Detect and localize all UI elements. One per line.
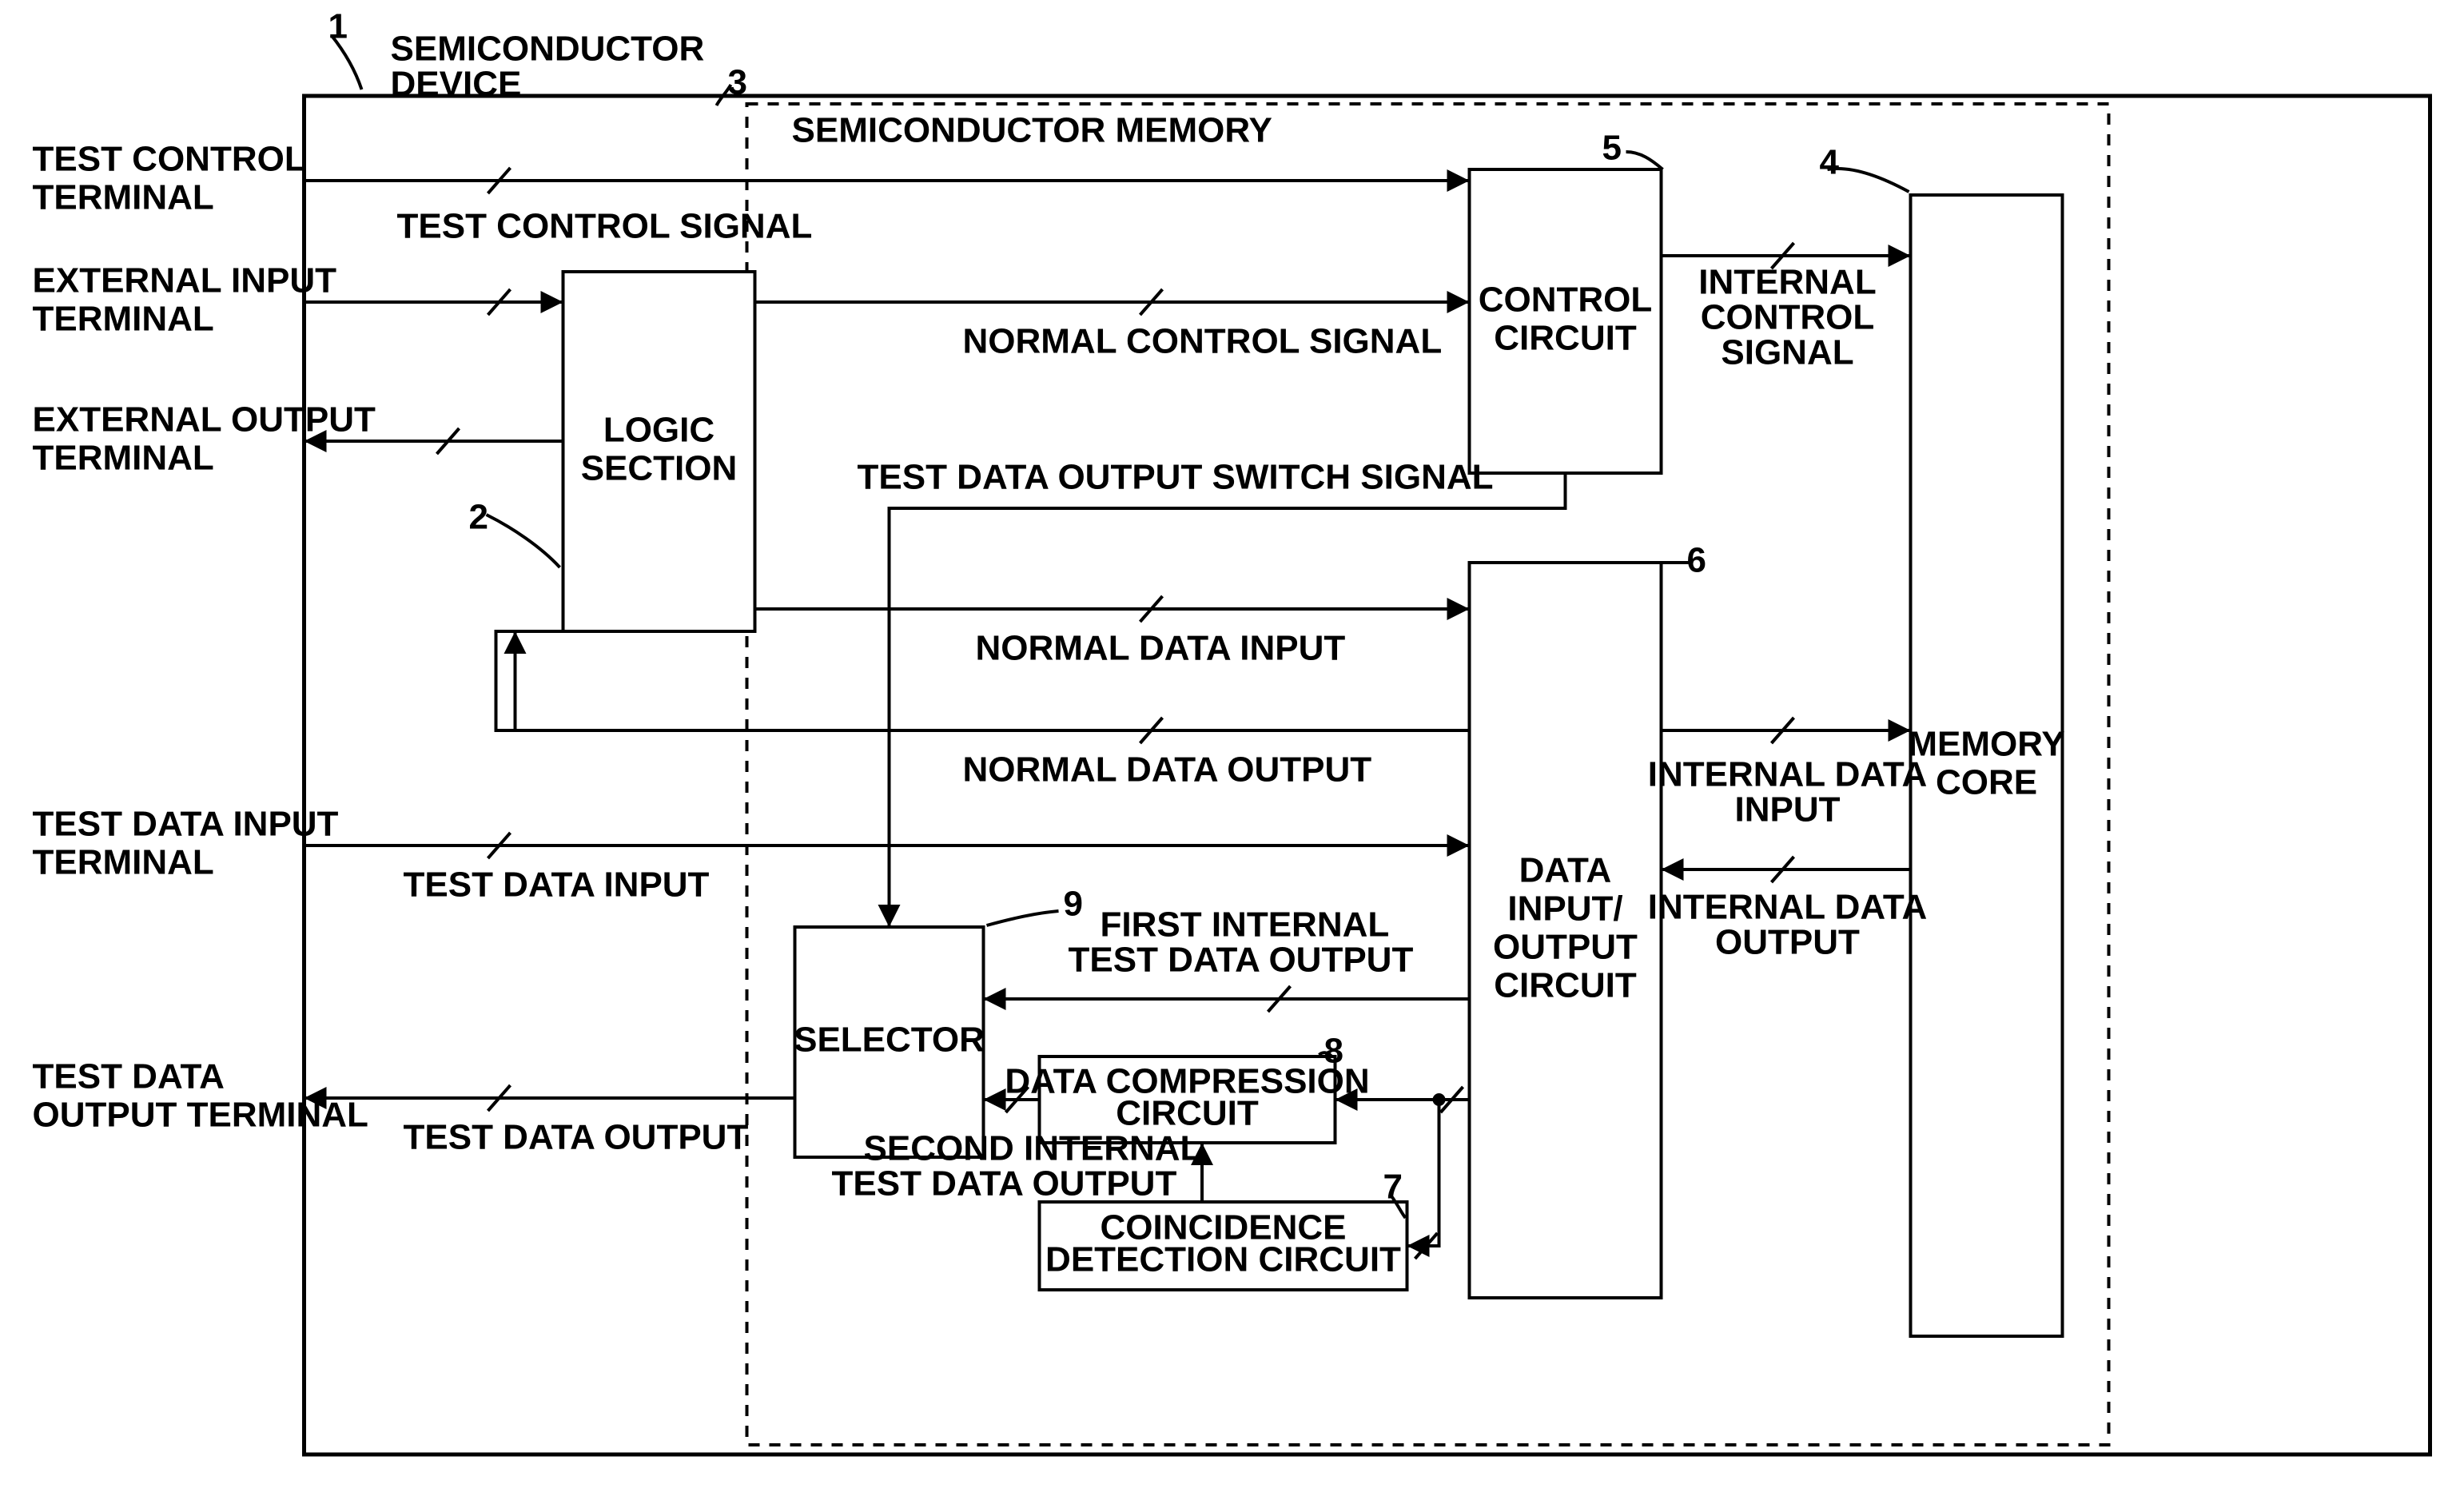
second-internal-tdo-label: TEST DATA OUTPUT	[832, 1164, 1177, 1204]
signal-wire	[1407, 1100, 1439, 1246]
ref-number: 4	[1820, 143, 1840, 182]
internal-data-input-label: INPUT	[1735, 790, 1841, 830]
normal-data-input-label: NORMAL DATA INPUT	[976, 629, 1346, 668]
data-io-circuit-label: DATA	[1519, 851, 1612, 890]
terminal-label: TERMINAL	[33, 843, 214, 882]
internal-data-input-label: INTERNAL DATA	[1648, 755, 1928, 794]
ref-number: 5	[1602, 129, 1622, 168]
arrow-head	[541, 291, 563, 313]
second-internal-tdo-label: SECOND INTERNAL	[864, 1129, 1202, 1168]
test-data-output-label: TEST DATA OUTPUT	[404, 1118, 749, 1157]
test-data-input-label: TEST DATA INPUT	[404, 865, 710, 905]
data-compression-label: CIRCUIT	[1116, 1094, 1259, 1133]
terminal-label: TERMINAL	[33, 439, 214, 478]
test-data-switch-label: TEST DATA OUTPUT SWITCH SIGNAL	[858, 458, 1494, 497]
terminal-label: EXTERNAL INPUT	[33, 261, 337, 300]
ref-number: 9	[1064, 885, 1083, 924]
internal-control-signal-label: SIGNAL	[1721, 333, 1853, 372]
terminal-label: TEST DATA INPUT	[33, 805, 339, 844]
ref-number: 3	[728, 63, 747, 102]
data-io-circuit-label: INPUT/	[1507, 889, 1622, 929]
signal-wire	[890, 473, 1566, 927]
terminal-label: TERMINAL	[33, 178, 214, 217]
terminal-label: TEST DATA	[33, 1057, 225, 1096]
ref-leader	[987, 911, 1059, 925]
arrow-head	[878, 905, 901, 927]
selector-label: SELECTOR	[794, 1021, 985, 1060]
arrow-head	[504, 631, 527, 654]
ref-leader	[1626, 152, 1663, 169]
ref-number: 6	[1687, 541, 1706, 580]
data-io-circuit-label: CIRCUIT	[1494, 966, 1637, 1005]
ref-number: 1	[328, 7, 348, 46]
normal-data-output-label: NORMAL DATA OUTPUT	[963, 750, 1372, 790]
arrow-head	[1889, 245, 1911, 267]
arrow-head	[1447, 598, 1470, 620]
ref-number: 8	[1324, 1032, 1343, 1071]
internal-data-output-label: OUTPUT	[1715, 923, 1860, 962]
arrow-head	[1447, 169, 1470, 192]
terminal-label: TEST CONTROL	[33, 140, 306, 179]
test-control-signal-label: TEST CONTROL SIGNAL	[397, 207, 813, 246]
semiconductor-device-label: SEMICONDUCTOR	[391, 30, 705, 69]
ref-leader	[1828, 169, 1909, 192]
arrow-head	[1662, 858, 1684, 881]
control-circuit-label: CIRCUIT	[1494, 319, 1637, 358]
terminal-label: EXTERNAL OUTPUT	[33, 400, 376, 440]
semiconductor-device-label: DEVICE	[391, 65, 522, 104]
arrow-head	[984, 988, 1006, 1010]
logic-section-label: SECTION	[581, 449, 738, 488]
data-io-circuit-label: OUTPUT	[1493, 928, 1638, 967]
first-internal-tdo-label: TEST DATA OUTPUT	[1069, 941, 1414, 980]
normal-control-signal-label: NORMAL CONTROL SIGNAL	[963, 322, 1443, 361]
terminal-labels: TEST CONTROLTERMINALEXTERNAL INPUTTERMIN…	[33, 140, 376, 1135]
control-circuit-label: CONTROL	[1479, 281, 1653, 320]
arrow-head	[1889, 719, 1911, 742]
terminal-label: OUTPUT TERMINAL	[33, 1096, 368, 1135]
logic-section-label: LOGIC	[603, 411, 715, 450]
terminal-label: TERMINAL	[33, 300, 214, 339]
internal-control-signal-label: INTERNAL	[1698, 263, 1876, 302]
arrow-head	[984, 1088, 1006, 1111]
first-internal-tdo-label: FIRST INTERNAL	[1101, 905, 1390, 945]
internal-control-signal-label: CONTROL	[1701, 298, 1875, 337]
coincidence-detection-label: DETECTION CIRCUIT	[1045, 1240, 1401, 1279]
ref-number: 7	[1383, 1168, 1403, 1207]
arrow-head	[1447, 834, 1470, 857]
internal-data-output-label: INTERNAL DATA	[1648, 888, 1928, 927]
ref-number: 2	[469, 498, 488, 537]
memory-core-label: MEMORY	[1908, 725, 2064, 764]
arrow-head	[1447, 291, 1470, 313]
semiconductor-memory-label: SEMICONDUCTOR MEMORY	[792, 111, 1272, 150]
ref-leader	[487, 515, 560, 567]
memory-core-label: CORE	[1936, 763, 2037, 802]
